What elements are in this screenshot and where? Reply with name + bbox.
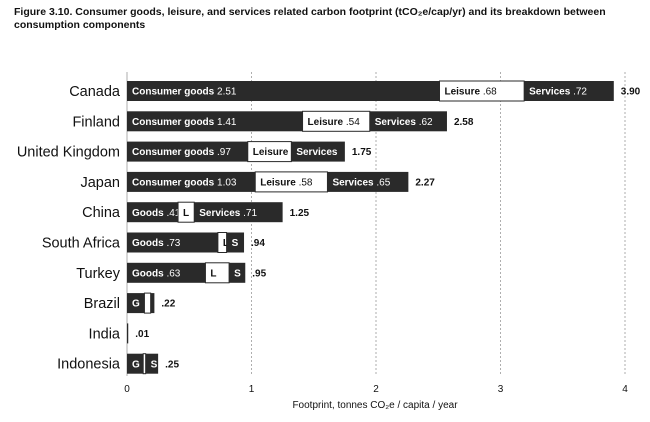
bar-segment-l bbox=[204, 262, 230, 284]
bar-segment-g bbox=[127, 293, 145, 314]
country-label-turkey: Turkey bbox=[76, 266, 121, 282]
country-label-finland: Finland bbox=[72, 114, 120, 130]
bar-segment-unlabeled bbox=[143, 292, 152, 314]
bar-row-china: Goods .41 L Services .71 1.25 bbox=[127, 201, 310, 223]
x-tick-label: 3 bbox=[498, 384, 504, 395]
bar-row-brazil: G .22 bbox=[127, 292, 176, 314]
x-tick-label: 2 bbox=[373, 384, 379, 395]
bar-segment-g-label: G bbox=[132, 359, 140, 370]
bar-segment-unlabeled bbox=[127, 323, 129, 344]
country-label-canada: Canada bbox=[69, 84, 121, 100]
bar-segment-leisure-label: Leisure bbox=[253, 147, 289, 158]
bar-segment-services-label: Services .71 bbox=[199, 208, 257, 219]
country-labels: Canada Finland United Kingdom Japan China Sou… bbox=[17, 84, 121, 373]
bar-segment-goods-label: Goods .41 bbox=[132, 208, 181, 219]
country-label-indonesia: Indonesia bbox=[57, 357, 121, 373]
bar-segment-l-label: L bbox=[183, 208, 189, 219]
bar-segment-consumer-goods bbox=[127, 81, 440, 101]
bar-row-indonesia: G S .25 bbox=[127, 353, 179, 375]
bar-segment-services bbox=[369, 111, 447, 132]
total-label: .22 bbox=[161, 299, 175, 310]
total-label: 1.25 bbox=[290, 208, 310, 219]
bar-segment-consumer-goods bbox=[127, 171, 256, 192]
bar-segment-consumer-goods-label: Consumer goods 2.51 bbox=[132, 87, 237, 98]
bar-segment-s-label: S bbox=[234, 268, 241, 279]
bar-row-finland: Consumer goods 1.41 Leisure .54 Services .… bbox=[127, 110, 474, 132]
bar-segment-s bbox=[145, 353, 159, 374]
total-label: 1.75 bbox=[352, 147, 372, 158]
x-tick-label: 0 bbox=[124, 384, 130, 395]
bar-segment-services bbox=[327, 171, 409, 192]
total-label: .01 bbox=[135, 329, 149, 340]
bar-segment-services-label: Services bbox=[296, 147, 338, 158]
bar-segment-goods-label: Goods .63 bbox=[132, 268, 181, 279]
x-tick-label: 1 bbox=[249, 384, 255, 395]
x-axis: 0 1 2 3 4 bbox=[124, 384, 628, 395]
total-label: 2.58 bbox=[454, 117, 474, 128]
total-label: .94 bbox=[251, 238, 265, 249]
bar-segment-s-label: S bbox=[232, 238, 239, 249]
bar-row-japan: Consumer goods 1.03 Leisure .58 Services .… bbox=[127, 171, 435, 193]
bar-segment-consumer-goods-label: Consumer goods 1.41 bbox=[132, 117, 237, 128]
bar-segment-g bbox=[127, 353, 144, 374]
bar-segment-leisure-label: Leisure .68 bbox=[444, 87, 497, 98]
bar-segment-services-label: Services .62 bbox=[375, 117, 433, 128]
bar-segment-unlabeled bbox=[150, 293, 155, 314]
bar-row-canada: Consumer goods 2.51 Leisure .68 Services .… bbox=[127, 80, 641, 102]
bar-segment-consumer-goods bbox=[127, 141, 248, 162]
bar-segment-goods bbox=[127, 262, 206, 283]
bar-row-turkey: Goods .63 L S .95 bbox=[127, 262, 267, 284]
bar-segment-services-label: Services .72 bbox=[529, 87, 587, 98]
bar-segment-consumer-goods-label: Consumer goods 1.03 bbox=[132, 178, 237, 189]
bar-segment-g-label: G bbox=[132, 299, 140, 310]
total-label: 3.90 bbox=[621, 87, 641, 98]
total-label: .95 bbox=[252, 268, 266, 279]
country-label-india: India bbox=[89, 326, 121, 342]
bar-segment-services-label: Services .65 bbox=[332, 178, 390, 189]
bar-segment-consumer-goods bbox=[127, 111, 303, 132]
bar-segment-leisure-label: Leisure .58 bbox=[260, 178, 313, 189]
total-label: 2.27 bbox=[415, 178, 435, 189]
bar-segment-goods bbox=[127, 202, 179, 223]
total-label: .25 bbox=[165, 359, 179, 370]
bar-row-united-kingdom: Consumer goods .97 Leisure Services 1.75 bbox=[127, 141, 372, 163]
bar-segment-l bbox=[217, 232, 228, 253]
bar-segment-l-label: L bbox=[223, 238, 229, 249]
x-tick-label: 4 bbox=[622, 384, 628, 395]
bars: Consumer goods 2.51 Leisure .68 Services .… bbox=[127, 80, 641, 375]
bar-segment-goods bbox=[127, 232, 218, 253]
bar-segment-consumer-goods-label: Consumer goods .97 bbox=[132, 147, 231, 158]
country-label-china: China bbox=[82, 205, 121, 221]
bar-segment-unlabeled bbox=[142, 353, 147, 375]
bar-row-india: .01 bbox=[127, 323, 150, 344]
bar-segment-leisure-label: Leisure .54 bbox=[308, 117, 361, 128]
figure-title: Figure 3.10. Consumer goods, leisure, an… bbox=[14, 6, 606, 31]
bar-segment-l-label: L bbox=[210, 268, 216, 279]
country-label-japan: Japan bbox=[80, 175, 120, 191]
bar-segment-services bbox=[291, 141, 345, 162]
bar-segment-services bbox=[524, 81, 614, 101]
bar-segment-goods-label: Goods .73 bbox=[132, 238, 181, 249]
x-axis-label: Footprint, tonnes CO₂e / capita / year bbox=[292, 400, 458, 411]
bar-segment-s-label: S bbox=[151, 359, 158, 370]
bar-segment-services bbox=[194, 202, 283, 223]
country-label-brazil: Brazil bbox=[84, 296, 120, 312]
bar-row-south-africa: Goods .73 L S .94 bbox=[127, 232, 265, 253]
bar-segment-s bbox=[229, 262, 246, 283]
country-label-united-kingdom: United Kingdom bbox=[17, 145, 120, 161]
country-label-south-africa: South Africa bbox=[42, 236, 121, 252]
bar-segment-s bbox=[226, 232, 245, 253]
